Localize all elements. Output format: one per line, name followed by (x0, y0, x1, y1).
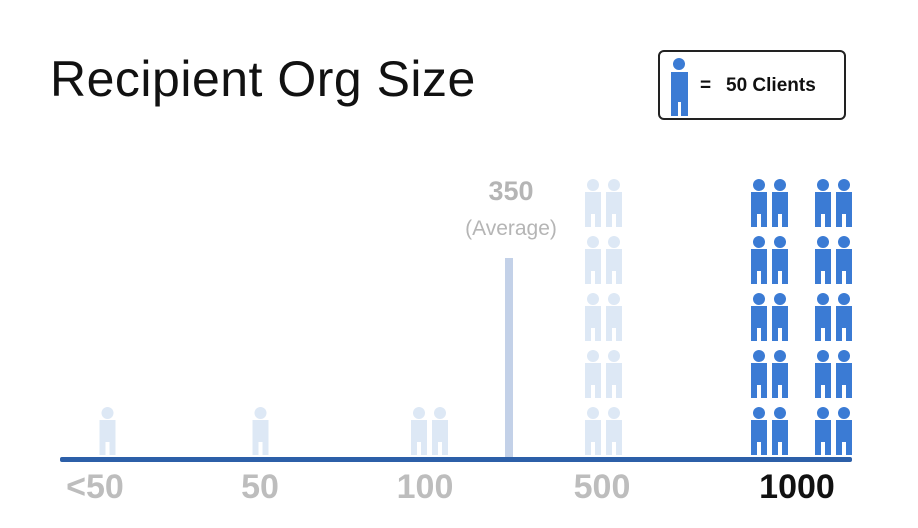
person-icon (585, 236, 601, 284)
x-tick-label: 500 (573, 468, 631, 506)
person-icon (836, 236, 852, 284)
legend: = 50 Clients (658, 50, 846, 120)
x-axis (60, 457, 852, 462)
person-icon (836, 179, 852, 227)
person-icon (606, 236, 622, 284)
person-icon (585, 293, 601, 341)
person-icon (585, 407, 601, 455)
person-icon (772, 236, 788, 284)
person-icon (585, 179, 601, 227)
x-tick-label: 100 (396, 468, 454, 506)
average-caption: (Average) (465, 217, 557, 240)
x-tick-label: 1000 (759, 468, 835, 506)
person-icon (99, 407, 116, 455)
person-icon (815, 236, 831, 284)
person-icon (751, 350, 767, 398)
person-icon (411, 407, 427, 455)
person-icon (671, 58, 688, 116)
person-icon (836, 293, 852, 341)
average-value: 350 (488, 176, 534, 206)
person-icon (751, 407, 767, 455)
person-icon (606, 407, 622, 455)
person-icon (252, 407, 269, 455)
person-icon (751, 236, 767, 284)
legend-label: 50 Clients (726, 75, 816, 96)
person-icon (751, 179, 767, 227)
legend-equals: = (700, 75, 712, 96)
person-icon (606, 350, 622, 398)
person-icon (772, 179, 788, 227)
person-icon (772, 293, 788, 341)
icon-columns (99, 179, 852, 455)
person-icon (772, 407, 788, 455)
person-icon (815, 293, 831, 341)
person-icon (815, 350, 831, 398)
person-icon (585, 350, 601, 398)
person-icon (432, 407, 448, 455)
person-icon (606, 293, 622, 341)
person-icon (815, 407, 831, 455)
chart-title: Recipient Org Size (50, 51, 476, 107)
person-icon (836, 350, 852, 398)
x-tick-label: <50 (66, 468, 124, 506)
person-icon (751, 293, 767, 341)
person-icon (836, 407, 852, 455)
person-icon (606, 179, 622, 227)
person-icon (772, 350, 788, 398)
person-icon (815, 179, 831, 227)
average-line (505, 258, 513, 458)
x-tick-label: 50 (241, 468, 279, 506)
